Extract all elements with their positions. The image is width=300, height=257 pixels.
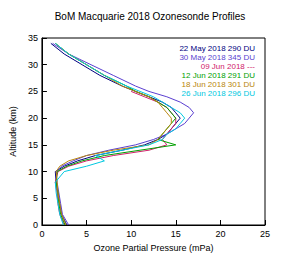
svg-text:18 Jun 2018 301 DU: 18 Jun 2018 301 DU xyxy=(182,80,256,89)
svg-text:20: 20 xyxy=(215,229,225,239)
svg-text:Altitude (km): Altitude (km) xyxy=(8,106,18,157)
svg-text:0: 0 xyxy=(39,229,44,239)
svg-text:12 Jun 2018 291 DU: 12 Jun 2018 291 DU xyxy=(182,71,256,80)
svg-text:0: 0 xyxy=(33,220,38,230)
svg-text:09 Jun 2018 ---: 09 Jun 2018 --- xyxy=(201,62,256,71)
svg-text:30 May 2018 345 DU: 30 May 2018 345 DU xyxy=(179,53,255,62)
svg-text:22 May 2018 290 DU: 22 May 2018 290 DU xyxy=(179,44,255,53)
svg-text:Ozone Partial Pressure (mPa): Ozone Partial Pressure (mPa) xyxy=(93,243,213,253)
svg-text:5: 5 xyxy=(84,229,89,239)
svg-text:35: 35 xyxy=(28,33,38,43)
svg-text:5: 5 xyxy=(33,193,38,203)
svg-text:15: 15 xyxy=(171,229,181,239)
svg-text:30: 30 xyxy=(28,60,38,70)
svg-text:26 Jun 2018 296 DU: 26 Jun 2018 296 DU xyxy=(182,89,256,98)
svg-text:20: 20 xyxy=(28,113,38,123)
svg-text:15: 15 xyxy=(28,140,38,150)
svg-text:25: 25 xyxy=(28,86,38,96)
svg-text:BoM Macquarie 2018 Ozonesonde: BoM Macquarie 2018 Ozonesonde Profiles xyxy=(55,11,246,22)
svg-text:25: 25 xyxy=(260,229,270,239)
svg-text:10: 10 xyxy=(126,229,136,239)
svg-text:10: 10 xyxy=(28,167,38,177)
